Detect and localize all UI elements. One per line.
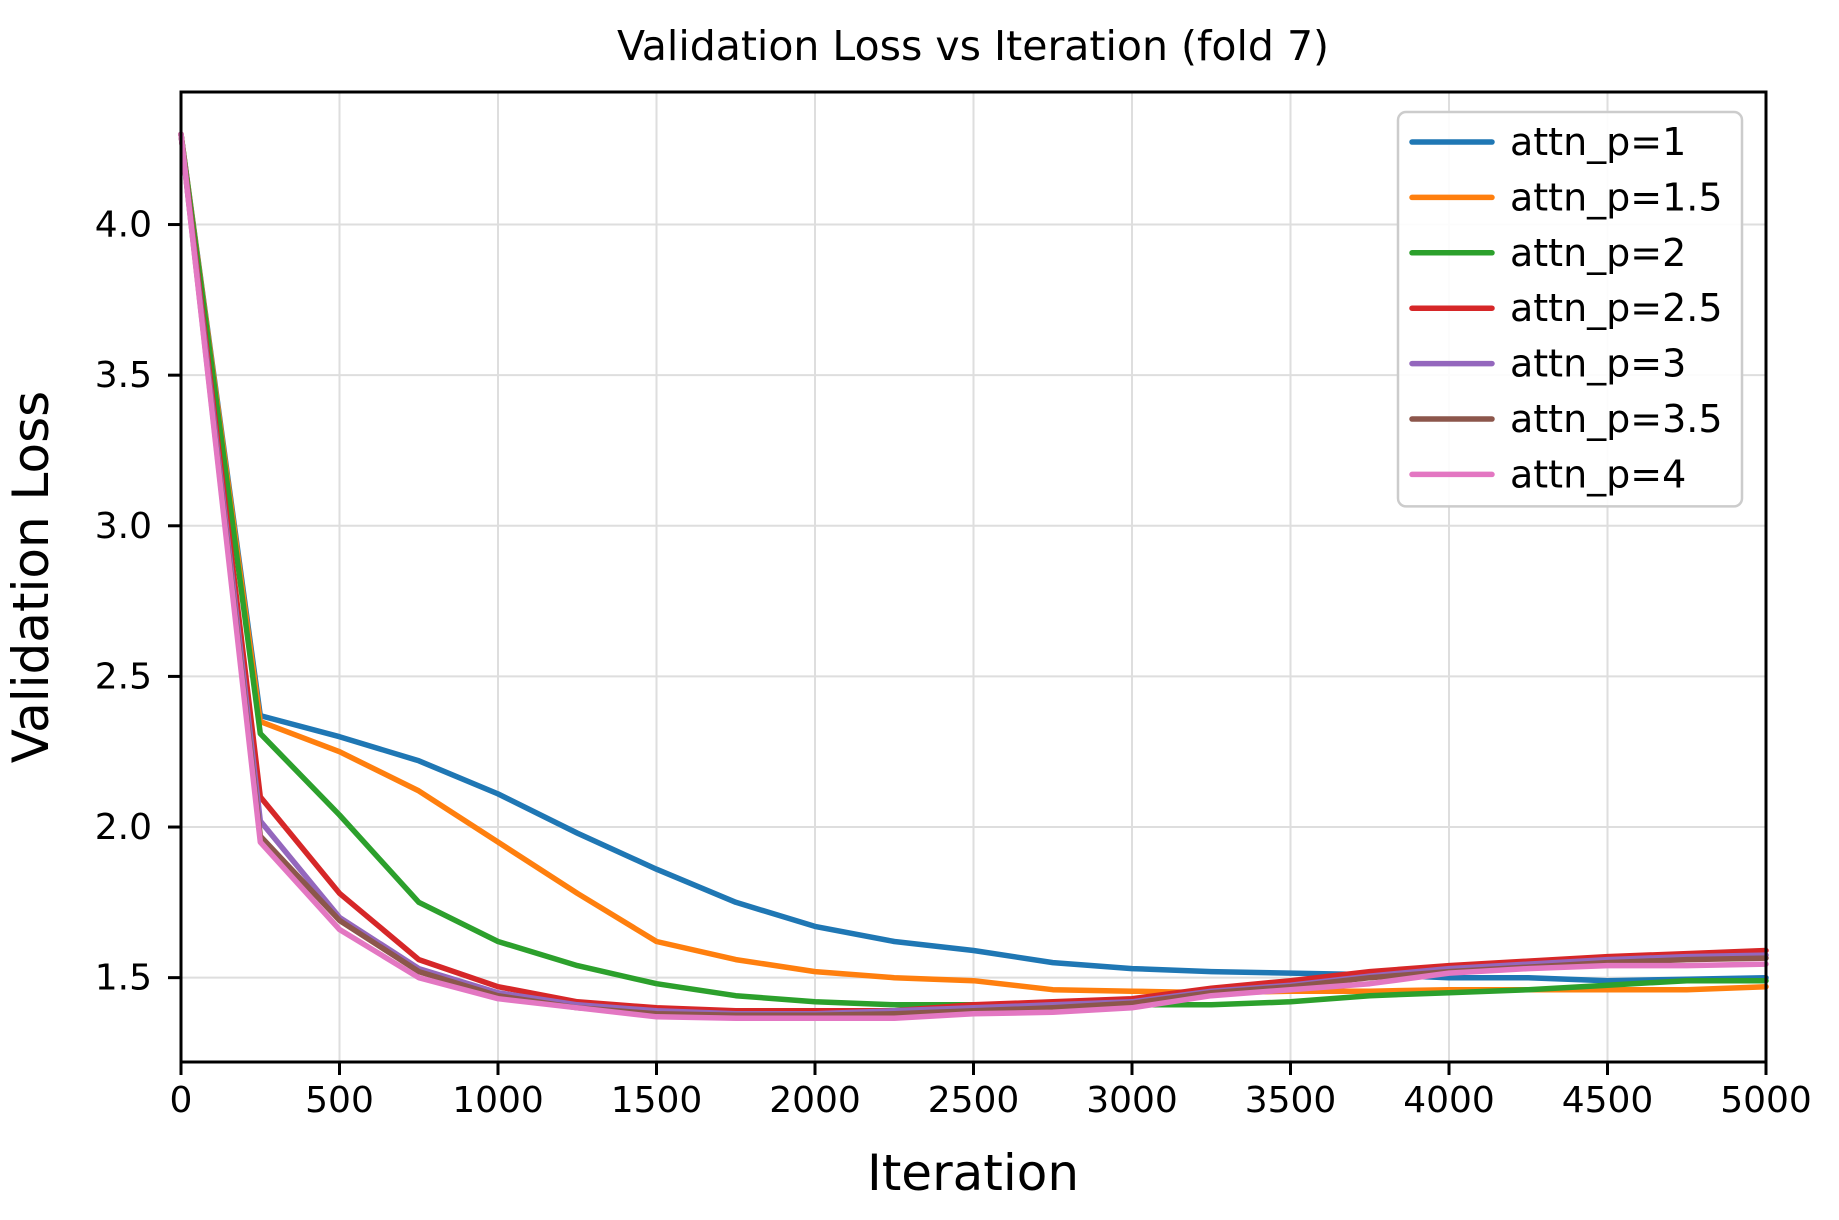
x-tick-label: 0 [170, 1080, 193, 1121]
chart-title: Validation Loss vs Iteration (fold 7) [617, 22, 1329, 70]
y-axis-label: Validation Loss [2, 391, 60, 763]
series-line-attn-p-2-5 [178, 131, 1769, 1014]
y-axis-ticks: 1.5 2.0 2.5 3.0 3.5 4.0 [95, 205, 181, 999]
x-tick-label: 3500 [1245, 1080, 1337, 1121]
legend-label: attn_p=2 [1510, 231, 1686, 275]
legend-box [1396, 110, 1744, 508]
x-tick-label: 1500 [611, 1080, 703, 1121]
y-tick-label: 2.0 [95, 807, 152, 848]
legend: attn_p=1 attn_p=1.5 attn_p=2 attn_p=2.5attn… [1396, 110, 1744, 508]
legend-label: attn_p=2.5 [1510, 286, 1723, 330]
legend-label: attn_p=4 [1510, 452, 1686, 496]
x-tick-label: 1000 [452, 1080, 544, 1121]
series-line-attn-p-3 [178, 131, 1769, 1017]
x-tick-label: 3000 [1086, 1080, 1178, 1121]
x-axis-ticks: 0 500 1000 1500 2000 2500 3000 3500 4000 4500 5000 [170, 1062, 1812, 1121]
y-tick-label: 1.5 [95, 958, 152, 999]
x-tick-label: 2500 [928, 1080, 1020, 1121]
series-line-attn-p-4 [178, 131, 1769, 1022]
legend-label: attn_p=1.5 [1510, 175, 1723, 219]
series-lines [178, 131, 1769, 1022]
series-line-attn-p-1 [178, 131, 1769, 984]
legend-label: attn_p=3 [1510, 342, 1686, 386]
x-tick-label: 500 [305, 1080, 374, 1121]
legend-label: attn_p=3.5 [1510, 397, 1723, 441]
x-tick-label: 4000 [1403, 1080, 1495, 1121]
y-tick-label: 3.5 [95, 355, 152, 396]
y-tick-label: 3.0 [95, 506, 152, 547]
legend-label: attn_p=1 [1510, 120, 1686, 164]
y-tick-label: 4.0 [95, 205, 152, 246]
x-axis-label: Iteration [867, 1144, 1079, 1202]
x-tick-label: 5000 [1720, 1080, 1812, 1121]
x-tick-label: 2000 [769, 1080, 861, 1121]
y-tick-label: 2.5 [95, 656, 152, 697]
x-tick-label: 4500 [1562, 1080, 1654, 1121]
